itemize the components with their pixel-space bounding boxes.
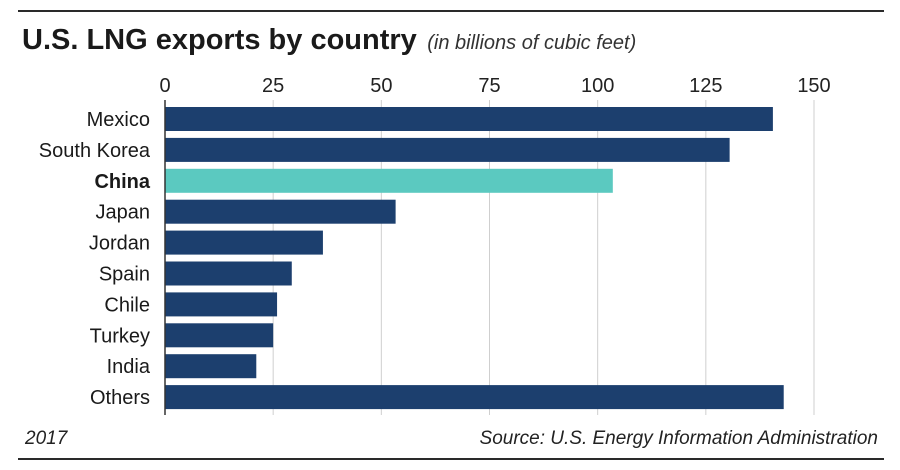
chart-title-block: U.S. LNG exports by country (in billions…: [22, 24, 636, 57]
category-label: Spain: [99, 264, 150, 286]
bar-china: [165, 168, 613, 193]
x-tick-label: 25: [262, 75, 284, 97]
x-tick-label: 50: [370, 75, 392, 97]
category-label: Chile: [104, 294, 150, 316]
bar-mexico: [165, 107, 773, 131]
category-label: Mexico: [87, 109, 150, 131]
bar-japan: [165, 199, 396, 224]
x-tick-label: 100: [581, 75, 614, 97]
bottom-rule: [18, 458, 884, 460]
category-label: South Korea: [39, 140, 151, 162]
category-label: Jordan: [89, 233, 150, 255]
bar-chile: [165, 292, 278, 317]
source-note: Source: U.S. Energy Information Administ…: [479, 428, 878, 449]
top-rule: [18, 10, 884, 12]
x-tick-label: 125: [689, 75, 722, 97]
bar-south-korea: [165, 137, 730, 162]
chart-title: U.S. LNG exports by country: [22, 24, 417, 56]
x-tick-label: 75: [478, 75, 500, 97]
bar-india: [165, 354, 257, 379]
bar-turkey: [165, 323, 274, 348]
bar-jordan: [165, 230, 323, 255]
chart-subtitle: (in billions of cubic feet): [427, 32, 637, 54]
x-tick-label: 150: [797, 75, 830, 97]
bar-spain: [165, 261, 292, 286]
category-label: Japan: [96, 202, 151, 224]
category-label: India: [107, 356, 151, 378]
category-label: Others: [90, 387, 150, 409]
category-label: Turkey: [90, 325, 150, 347]
year-label: 2017: [25, 428, 68, 449]
bar-others: [165, 385, 784, 410]
x-tick-label: 0: [159, 75, 170, 97]
category-label: China: [94, 171, 150, 193]
